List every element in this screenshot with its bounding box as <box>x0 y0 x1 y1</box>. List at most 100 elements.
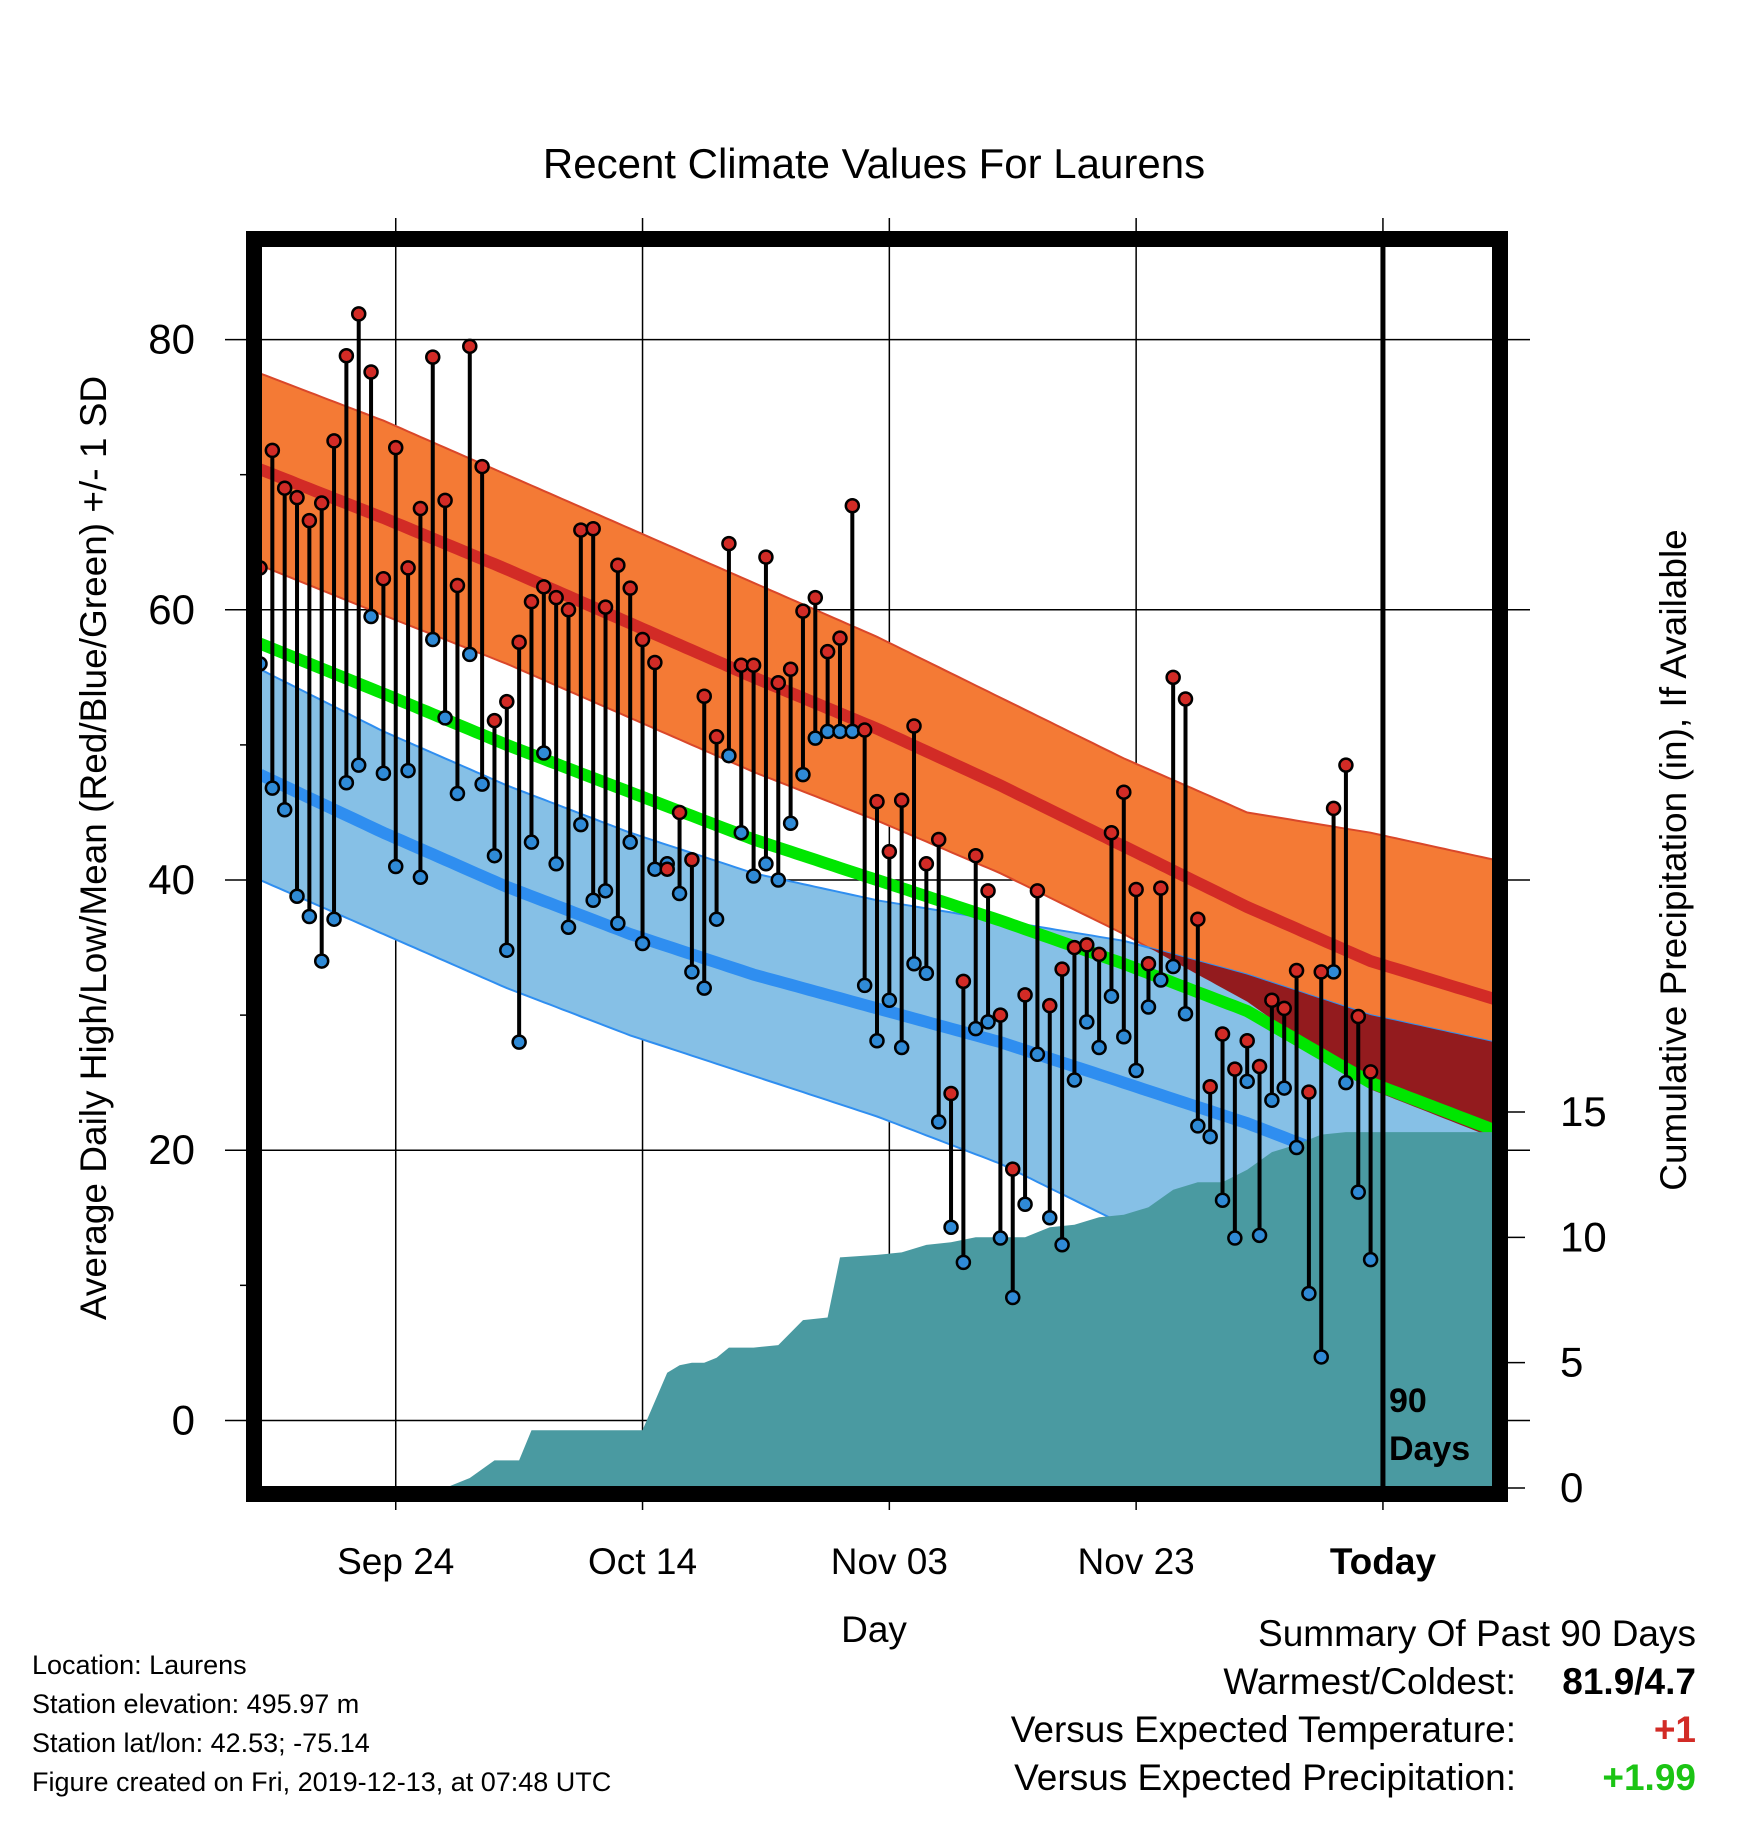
precip-area <box>260 1132 1494 1488</box>
y2-tick-label: 0 <box>1560 1464 1583 1511</box>
high-point <box>671 804 688 821</box>
high-point <box>992 1007 1009 1023</box>
high-point <box>1313 964 1329 980</box>
high-point <box>795 603 811 619</box>
low-point <box>1177 1006 1194 1022</box>
low-point <box>264 780 281 796</box>
low-point <box>992 1230 1009 1246</box>
high-point <box>943 1085 959 1102</box>
low-point <box>955 1254 972 1271</box>
low-point <box>350 757 367 773</box>
low-point <box>400 762 416 779</box>
low-point <box>967 1020 984 1037</box>
precip-anomaly-label: Versus Expected Precipitation: <box>1014 1757 1516 1798</box>
high-point <box>881 843 898 860</box>
x-tick-label: Oct 14 <box>588 1541 697 1582</box>
low-point <box>548 856 564 872</box>
low-point <box>807 730 824 746</box>
low-point <box>770 872 787 888</box>
low-point <box>1190 1118 1206 1134</box>
high-point <box>832 630 848 646</box>
low-point <box>560 919 577 936</box>
low-point <box>585 892 601 909</box>
high-mean-line <box>260 463 1494 1005</box>
low-point <box>832 723 848 740</box>
x-tick-label: Today <box>1330 1541 1437 1582</box>
low-point <box>511 1034 527 1050</box>
high-point <box>486 712 503 729</box>
low-point <box>425 631 441 648</box>
low-point <box>486 847 503 864</box>
low-point <box>1313 1349 1329 1365</box>
low-point <box>1301 1285 1317 1302</box>
high-point <box>338 348 355 364</box>
high-point <box>1054 961 1070 977</box>
high-point <box>474 458 490 475</box>
high-point <box>1177 691 1194 707</box>
high-point <box>1190 911 1206 927</box>
high-point <box>375 570 392 587</box>
high-point <box>400 560 416 576</box>
low-point <box>1029 1046 1046 1063</box>
low-point <box>869 1033 885 1049</box>
low-point <box>1325 964 1342 980</box>
low-point <box>1288 1139 1305 1156</box>
station-elevation: Station elevation: 495.97 m <box>32 1689 360 1719</box>
high-point <box>745 657 762 673</box>
low-point <box>1128 1062 1144 1079</box>
daily-points <box>252 306 1379 1365</box>
warmest-coldest-label: Warmest/Coldest: <box>1223 1661 1516 1702</box>
low-point <box>326 911 342 927</box>
high-point <box>350 306 367 322</box>
temp-anomaly-label: Versus Expected Temperature: <box>1010 1709 1516 1750</box>
y-axis-label-right: Cumulative Precipitation (in), If Availa… <box>1653 529 1694 1191</box>
high-point <box>276 480 293 496</box>
high-point <box>1079 937 1095 953</box>
low-point <box>523 834 540 850</box>
y2-tick-label: 15 <box>1560 1088 1607 1135</box>
low-point <box>647 861 663 877</box>
high-point <box>1116 784 1132 800</box>
y-tick-label: 80 <box>148 316 195 363</box>
low-point <box>1103 988 1120 1004</box>
daily-range-bars <box>260 313 1373 1357</box>
low-point <box>1054 1237 1070 1253</box>
high-point <box>1128 881 1144 898</box>
high-point <box>425 349 441 365</box>
low-point <box>795 766 811 783</box>
station-latlon: Station lat/lon: 42.53; -75.14 <box>32 1728 370 1758</box>
low-point <box>597 883 614 899</box>
high-point <box>511 634 527 650</box>
high-point <box>930 831 947 848</box>
low-point <box>782 815 799 832</box>
high-point <box>585 520 601 537</box>
x-axis-label: Day <box>841 1609 907 1650</box>
high-point <box>1004 1161 1021 1177</box>
low-point <box>893 1039 910 1056</box>
low-point <box>1338 1074 1354 1091</box>
high-point <box>1091 946 1107 963</box>
temp-anomaly-value: +1 <box>1653 1709 1696 1750</box>
high-point <box>1202 1078 1218 1095</box>
high-point <box>622 580 638 596</box>
low-point <box>449 785 466 802</box>
high-point <box>1103 824 1120 841</box>
low-point <box>412 869 429 886</box>
low-point <box>708 911 725 927</box>
low-point <box>943 1219 959 1235</box>
low-point <box>301 908 318 925</box>
y2-tick-label: 5 <box>1560 1339 1583 1386</box>
high-point <box>844 498 861 514</box>
high-point <box>721 535 737 552</box>
low-point <box>906 956 922 972</box>
low-point <box>499 942 515 959</box>
high-point <box>1153 880 1169 896</box>
low-point <box>437 710 453 726</box>
station-info: Location: Laurens Station elevation: 495… <box>32 1646 611 1802</box>
high-point <box>449 577 466 594</box>
high-point <box>770 675 787 691</box>
high-point <box>1227 1061 1243 1077</box>
y-tick-label: 60 <box>148 586 195 633</box>
low-point <box>1116 1028 1132 1045</box>
